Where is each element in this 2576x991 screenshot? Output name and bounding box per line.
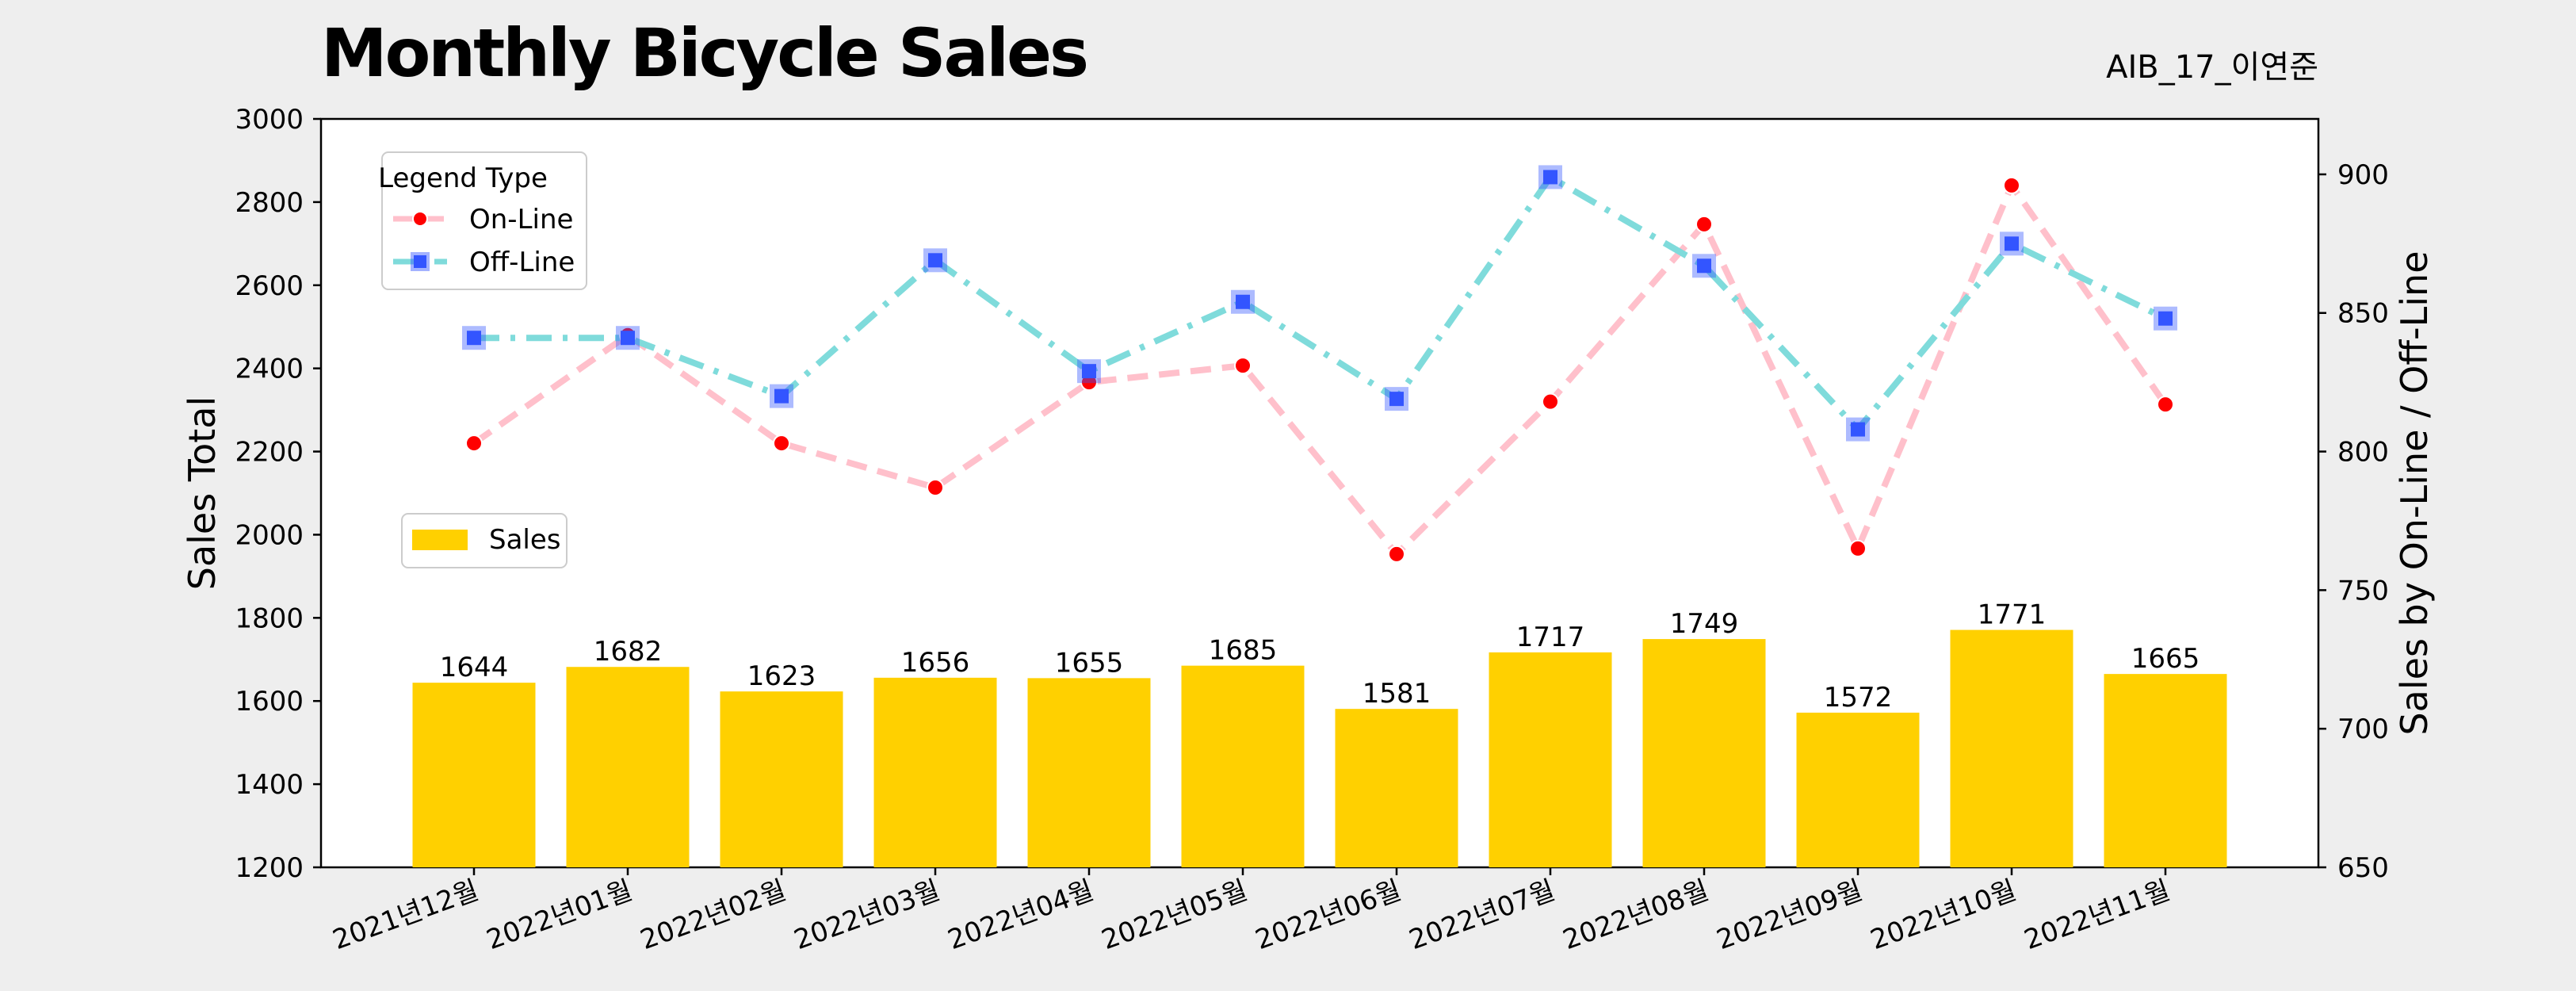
bar-2021년12월 [412,683,536,867]
x-tick-label: 2022년07월 [1405,874,1559,956]
chart-title: Monthly Bicycle Sales [321,14,1087,92]
bar-2022년04월 [1027,678,1151,867]
y-left-tick-label: 2200 [235,437,304,469]
bar-value-label: 1682 [594,636,663,668]
point-Off-Line [1236,294,1250,309]
point-Off-Line [467,331,481,346]
bar-2022년02월 [720,691,843,867]
y-left-tick-label: 1200 [235,852,304,884]
bar-value-label: 1685 [1209,635,1278,667]
bar-2022년07월 [1489,652,1612,867]
point-Off-Line [1389,392,1404,407]
bar-legend: Sales [401,513,568,568]
point-Off-Line [1082,364,1096,379]
point-Off-Line [2158,311,2173,326]
y-right-tick-label: 700 [2337,714,2389,745]
bar-2022년01월 [566,667,690,867]
y-axis-left-label: Sales Total [181,396,224,591]
bar-value-label: 1655 [1055,647,1124,679]
line-legend-title: Legend Type [378,163,548,194]
y-left-tick-label: 1600 [235,686,304,717]
bar-2022년08월 [1642,639,1766,867]
point-Off-Line [2005,236,2019,251]
x-tick-label: 2022년06월 [1252,874,1405,956]
y-left-tick-label: 3000 [235,104,304,136]
point-On-Line [1849,539,1867,557]
y-right-tick-label: 800 [2337,437,2389,469]
point-On-Line [773,434,790,453]
y-left-tick-label: 2600 [235,270,304,302]
y-right-tick-label: 850 [2337,298,2389,330]
point-Off-Line [1851,422,1865,437]
x-tick-label: 2022년01월 [483,874,636,956]
bar-2022년06월 [1335,709,1458,867]
bar-value-label: 1665 [2131,643,2200,675]
bar-value-label: 1581 [1363,678,1431,710]
y-left-tick-label: 2000 [235,519,304,551]
point-Off-Line [1543,170,1557,185]
y-right-tick-label: 900 [2337,159,2389,191]
x-tick-label: 2022년04월 [944,874,1098,956]
bar-value-label: 1656 [901,647,970,679]
y-left-tick-label: 1800 [235,603,304,634]
y-left-tick-label: 2800 [235,187,304,219]
point-On-Line [1234,357,1252,375]
bar-value-label: 1749 [1670,608,1739,640]
bar-2022년03월 [873,677,997,867]
legend-item-on-line: On-Line [393,204,573,235]
x-tick-label: 2022년05월 [1098,874,1252,956]
bar-value-label: 1572 [1824,682,1893,714]
x-tick-label: 2022년11월 [2020,874,2174,956]
bar-value-label: 1717 [1516,622,1585,653]
y-left-tick-label: 2400 [235,354,304,385]
y-axis-right-label: Sales by On-Line / Off-Line [2393,251,2436,735]
author-tag: AIB_17_이연준 [2106,49,2318,86]
point-Off-Line [928,253,942,268]
legend-swatch-sales [412,530,468,550]
bar-value-label: 1644 [440,652,509,683]
y-right-tick-label: 750 [2337,575,2389,606]
x-tick-label: 2022년03월 [790,874,944,956]
line-legend: Legend Type On-Line Off-Line [378,151,587,290]
legend-label-on-line: On-Line [469,204,573,235]
legend-label-sales: Sales [489,524,561,556]
x-tick-label: 2022년02월 [636,874,790,956]
y-left-tick-label: 1400 [235,769,304,801]
point-On-Line [2003,176,2020,194]
bar-2022년11월 [2104,674,2227,867]
bar-value-label: 1771 [1978,599,2047,631]
point-On-Line [1542,392,1559,411]
point-On-Line [2157,396,2174,414]
point-Off-Line [774,388,789,404]
point-On-Line [465,434,483,453]
point-On-Line [1388,545,1405,563]
x-tick-label: 2022년08월 [1559,874,1713,956]
bar-2022년09월 [1796,712,1920,867]
x-tick-label: 2022년09월 [1713,874,1867,956]
legend-item-off-line: Off-Line [393,247,575,278]
legend-label-off-line: Off-Line [469,247,575,278]
point-On-Line [927,479,944,497]
line-On-Line [472,182,2169,557]
point-Off-Line [1697,258,1711,274]
bar-2022년05월 [1181,665,1305,867]
point-On-Line [1695,215,1713,233]
bar-2022년10월 [1950,629,2073,867]
x-tick-label: 2022년10월 [1867,874,2020,956]
bar-value-label: 1623 [747,660,816,692]
x-tick-label: 2021년12월 [329,874,483,956]
y-right-tick-label: 650 [2337,852,2389,884]
point-Off-Line [621,331,635,346]
